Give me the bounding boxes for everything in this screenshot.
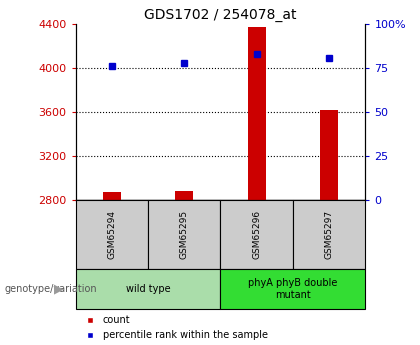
Text: genotype/variation: genotype/variation <box>4 284 97 294</box>
Text: GSM65294: GSM65294 <box>108 210 116 259</box>
Bar <box>320 110 338 200</box>
Text: GSM65297: GSM65297 <box>325 210 333 259</box>
Legend: count, percentile rank within the sample: count, percentile rank within the sample <box>81 315 268 340</box>
Bar <box>248 28 266 200</box>
Title: GDS1702 / 254078_at: GDS1702 / 254078_at <box>144 8 297 22</box>
Text: phyA phyB double
mutant: phyA phyB double mutant <box>248 278 338 300</box>
Text: ▶: ▶ <box>54 283 63 295</box>
Text: GSM65295: GSM65295 <box>180 210 189 259</box>
Bar <box>175 191 193 200</box>
Text: wild type: wild type <box>126 284 171 294</box>
Bar <box>103 193 121 200</box>
Text: GSM65296: GSM65296 <box>252 210 261 259</box>
